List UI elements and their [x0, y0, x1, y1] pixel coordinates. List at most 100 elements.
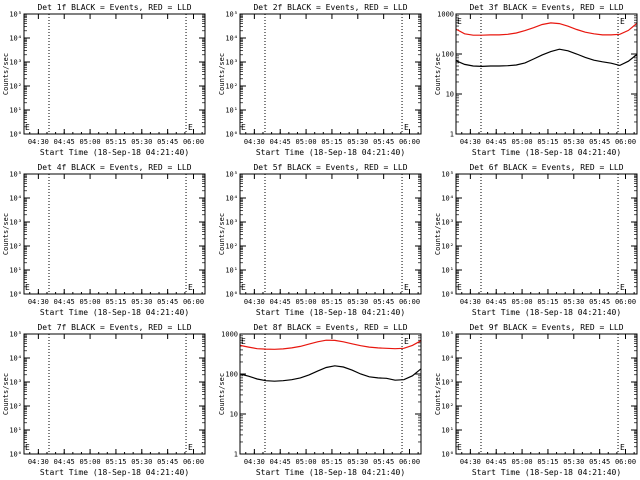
y-tick-label: 10³ [9, 379, 22, 387]
y-tick-label: 10¹ [9, 107, 22, 115]
panel-7: Det 7f BLACK = Events, RED = LLD Counts/s… [2, 323, 206, 477]
x-tick-label: 05:45 [373, 138, 394, 146]
x-tick-label: 05:30 [347, 298, 368, 306]
panel-8: Det 8f BLACK = Events, RED = LLD Counts/s… [218, 323, 422, 477]
x-tick-label: 05:45 [589, 298, 610, 306]
plot-frame [239, 13, 422, 135]
x-tick-label: 06:00 [615, 298, 636, 306]
y-tick-label: 10³ [441, 379, 454, 387]
y-tick-label: 100 [441, 51, 454, 59]
x-tick-label: 05:00 [296, 458, 317, 466]
y-tick-label: 10⁰ [9, 451, 22, 459]
x-axis-label: Start Time (18-Sep-18 04:21:40) [40, 468, 189, 477]
panel-title: Det 7f BLACK = Events, RED = LLD [37, 323, 191, 332]
y-tick-label: 10³ [225, 219, 238, 227]
x-tick-label: 04:30 [28, 138, 49, 146]
plot-frame [239, 333, 422, 455]
x-tick-label: 05:45 [589, 138, 610, 146]
event-marker-right: E [188, 123, 193, 132]
y-axis-label: Counts/sec [2, 213, 10, 255]
x-tick-label: 05:00 [296, 138, 317, 146]
y-tick-label: 10² [225, 83, 238, 91]
x-tick-label: 04:30 [460, 138, 481, 146]
y-tick-label: 1 [450, 131, 454, 139]
x-axis-label: Start Time (18-Sep-18 04:21:40) [256, 308, 405, 317]
y-tick-label: 10⁴ [9, 195, 22, 203]
y-tick-label: 10⁵ [225, 171, 238, 179]
y-axis-label: Counts/sec [218, 373, 226, 415]
panel-title: Det 1f BLACK = Events, RED = LLD [37, 3, 191, 12]
y-tick-label: 10⁵ [441, 331, 454, 339]
plot-frame [23, 13, 206, 135]
y-tick-label: 100 [225, 371, 238, 379]
plot-frame [239, 173, 422, 295]
x-tick-label: 04:30 [244, 458, 265, 466]
y-tick-label: 10⁴ [441, 195, 454, 203]
x-axis-label: Start Time (18-Sep-18 04:21:40) [472, 148, 621, 157]
event-marker-left: E [457, 17, 462, 26]
event-marker-left: E [25, 443, 30, 452]
series-line-events [239, 365, 422, 382]
event-marker-right: E [620, 283, 625, 292]
y-tick-label: 10² [9, 243, 22, 251]
x-tick-label: 05:15 [105, 138, 126, 146]
y-tick-label: 10⁴ [225, 195, 238, 203]
x-tick-label: 05:15 [105, 458, 126, 466]
x-tick-label: 05:15 [537, 138, 558, 146]
x-tick-label: 06:00 [399, 298, 420, 306]
event-marker-right: E [404, 283, 409, 292]
x-tick-label: 06:00 [615, 458, 636, 466]
y-tick-label: 1000 [437, 11, 454, 19]
x-tick-label: 04:30 [460, 298, 481, 306]
x-tick-label: 04:45 [54, 458, 75, 466]
panel-6: Det 6f BLACK = Events, RED = LLD Counts/s… [434, 163, 638, 317]
x-tick-label: 05:30 [563, 298, 584, 306]
y-tick-label: 10² [9, 83, 22, 91]
y-tick-label: 10 [230, 411, 238, 419]
series-line-lld [239, 339, 422, 350]
x-tick-label: 05:30 [131, 138, 152, 146]
x-tick-label: 05:15 [321, 458, 342, 466]
y-tick-label: 10⁰ [441, 291, 454, 299]
x-axis-label: Start Time (18-Sep-18 04:21:40) [40, 308, 189, 317]
panel-title: Det 2f BLACK = Events, RED = LLD [253, 3, 407, 12]
y-tick-label: 10² [225, 243, 238, 251]
event-marker-right: E [188, 283, 193, 292]
x-tick-label: 05:15 [105, 298, 126, 306]
y-tick-label: 1 [234, 451, 238, 459]
x-tick-label: 05:00 [296, 298, 317, 306]
event-marker-right: E [404, 123, 409, 132]
x-tick-label: 05:00 [80, 138, 101, 146]
x-tick-label: 05:45 [373, 298, 394, 306]
x-tick-label: 04:45 [486, 298, 507, 306]
x-tick-label: 04:30 [28, 458, 49, 466]
y-tick-label: 10⁴ [225, 35, 238, 43]
event-marker-left: E [457, 283, 462, 292]
x-tick-label: 05:45 [589, 458, 610, 466]
plot-frame [23, 173, 206, 295]
y-axis-label: Counts/sec [434, 213, 442, 255]
panel-title: Det 5f BLACK = Events, RED = LLD [253, 163, 407, 172]
y-tick-label: 10² [441, 243, 454, 251]
x-tick-label: 05:15 [321, 298, 342, 306]
x-axis-label: Start Time (18-Sep-18 04:21:40) [472, 308, 621, 317]
y-tick-label: 10¹ [441, 427, 454, 435]
y-tick-label: 10 [446, 91, 454, 99]
x-tick-label: 04:30 [244, 298, 265, 306]
panel-title: Det 3f BLACK = Events, RED = LLD [469, 3, 623, 12]
x-tick-label: 05:45 [373, 458, 394, 466]
y-tick-label: 10¹ [225, 107, 238, 115]
y-tick-label: 10⁰ [225, 131, 238, 139]
x-tick-label: 04:45 [270, 458, 291, 466]
x-tick-label: 04:45 [270, 298, 291, 306]
x-tick-label: 05:30 [347, 458, 368, 466]
y-axis-label: Counts/sec [218, 213, 226, 255]
y-axis-label: Counts/sec [434, 373, 442, 415]
x-tick-label: 05:30 [563, 138, 584, 146]
x-tick-label: 06:00 [183, 458, 204, 466]
panel-5: Det 5f BLACK = Events, RED = LLD Counts/s… [218, 163, 422, 317]
x-tick-label: 06:00 [399, 458, 420, 466]
x-tick-label: 05:00 [512, 458, 533, 466]
y-tick-label: 10³ [225, 59, 238, 67]
y-tick-label: 10¹ [441, 267, 454, 275]
